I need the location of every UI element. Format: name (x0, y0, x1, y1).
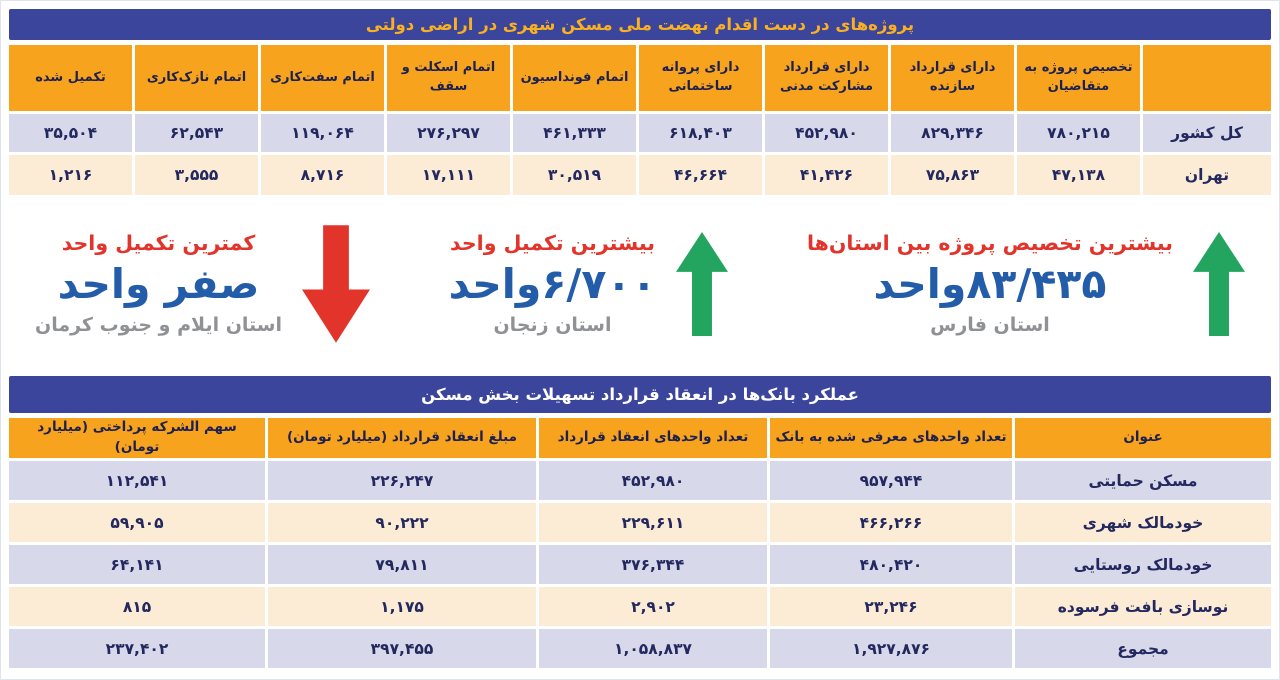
stat-text: کمترین تکمیل واحد صفر واحد استان ایلام و ج… (35, 231, 282, 336)
stat-value: ۶/۷۰۰واحد (448, 259, 657, 308)
bottom-table-title-bar: عملکرد بانک‌ها در انعقاد قرارداد تسهیلات… (9, 376, 1271, 413)
value-cell: ۱۱۹,۰۶۴ (261, 114, 384, 152)
value-cell: ۲۲۹,۶۱۱ (539, 503, 767, 542)
value-cell: ۲۷۶,۲۹۷ (387, 114, 510, 152)
value-cell: ۷۹,۸۱۱ (268, 545, 536, 584)
value-cell: ۳۹۷,۴۵۵ (268, 629, 536, 668)
row-label: تهران (1143, 155, 1271, 195)
up-arrow-icon (676, 230, 729, 338)
value-cell: ۷۸۰,۲۱۵ (1017, 114, 1140, 152)
bottom-table-title: عملکرد بانک‌ها در انعقاد قرارداد تسهیلات… (421, 385, 859, 404)
row-label: نوسازی بافت فرسوده (1015, 587, 1271, 626)
value-cell: ۴۸۰,۴۲۰ (770, 545, 1012, 584)
value-cell: ۳۷۶,۳۴۴ (539, 545, 767, 584)
stat-title: بیشترین تکمیل واحد (450, 230, 655, 255)
column-header (1143, 45, 1271, 111)
value-cell: ۹۰,۲۲۲ (268, 503, 536, 542)
column-header: تکمیل شده (9, 45, 132, 111)
column-header: دارای قرارداد سازنده (891, 45, 1014, 111)
value-cell: ۶۱۸,۴۰۳ (639, 114, 762, 152)
stat-caption: استان ایلام و جنوب کرمان (35, 314, 283, 337)
stat-title: بیشترین تخصیص پروژه بین استان‌ها (806, 230, 1173, 255)
stat-highest-1: بیشترین تکمیل واحد ۶/۷۰۰واحد استان زنجان (449, 230, 729, 338)
value-cell: ۱,۰۵۸,۸۳۷ (539, 629, 767, 668)
row-label: خودمالک شهری (1015, 503, 1271, 542)
stat-value: ۸۳/۴۳۵واحد (873, 259, 1107, 308)
value-cell: ۱۱۲,۵۴۱ (9, 461, 265, 500)
value-cell: ۱,۲۱۶ (9, 155, 132, 195)
row-label: خودمالک روستایی (1015, 545, 1271, 584)
stat-highest-0: بیشترین تخصیص پروژه بین استان‌ها ۸۳/۴۳۵وا… (807, 230, 1245, 338)
bank-column-header: عنوان (1015, 418, 1271, 458)
value-cell: ۷۵,۸۶۳ (891, 155, 1014, 195)
value-cell: ۹۵۷,۹۴۴ (770, 461, 1012, 500)
value-cell: ۲,۹۰۲ (539, 587, 767, 626)
column-header: دارای پروانه ساختمانی (639, 45, 762, 111)
value-cell: ۶۲,۵۴۳ (135, 114, 258, 152)
value-cell: ۴۷,۱۳۸ (1017, 155, 1140, 195)
column-header: اتمام اسکلت و سقف (387, 45, 510, 111)
value-cell: ۴۵۲,۹۸۰ (539, 461, 767, 500)
column-header: تخصیص پروژه به متقاضیان (1017, 45, 1140, 111)
value-cell: ۱,۱۷۵ (268, 587, 536, 626)
column-header: اتمام نازک‌کاری (135, 45, 258, 111)
value-cell: ۶۴,۱۴۱ (9, 545, 265, 584)
up-arrow-icon (1193, 230, 1245, 338)
value-cell: ۴۶,۶۶۴ (639, 155, 762, 195)
value-cell: ۲۲۶,۲۴۷ (268, 461, 536, 500)
value-cell: ۵۹,۹۰۵ (9, 503, 265, 542)
row-label: مجموع (1015, 629, 1271, 668)
value-cell: ۸۲۹,۳۴۶ (891, 114, 1014, 152)
row-label: مسکن حمایتی (1015, 461, 1271, 500)
bank-column-header: تعداد واحدهای انعقاد قرارداد (539, 418, 767, 458)
bank-column-header: تعداد واحدهای معرفی شده به بانک (770, 418, 1012, 458)
column-header: اتمام سفت‌کاری (261, 45, 384, 111)
value-cell: ۲۳۷,۴۰۲ (9, 629, 265, 668)
bank-column-header: سهم الشرکه پرداختی (میلیارد تومان) (9, 418, 265, 458)
row-label: کل کشور (1143, 114, 1271, 152)
highlight-stats-row: بیشترین تخصیص پروژه بین استان‌ها ۸۳/۴۳۵وا… (9, 195, 1271, 376)
value-cell: ۴۵۲,۹۸۰ (765, 114, 888, 152)
stat-text: بیشترین تخصیص پروژه بین استان‌ها ۸۳/۴۳۵وا… (807, 231, 1173, 336)
value-cell: ۴۶۶,۲۶۶ (770, 503, 1012, 542)
value-cell: ۸۱۵ (9, 587, 265, 626)
value-cell: ۳۰,۵۱۹ (513, 155, 636, 195)
value-cell: ۳۵,۵۰۴ (9, 114, 132, 152)
value-cell: ۴۶۱,۳۳۳ (513, 114, 636, 152)
stat-value: صفر واحد (57, 259, 260, 308)
value-cell: ۱,۹۲۷,۸۷۶ (770, 629, 1012, 668)
top-table-title-bar: پروژه‌های در دست اقدام نهضت ملی مسکن شهر… (9, 9, 1271, 40)
top-table-title: پروژه‌های در دست اقدام نهضت ملی مسکن شهر… (365, 15, 915, 34)
stat-lowest-2: کمترین تکمیل واحد صفر واحد استان ایلام و ج… (35, 224, 371, 343)
stat-caption: استان زنجان (493, 314, 612, 337)
value-cell: ۲۳,۲۴۶ (770, 587, 1012, 626)
stat-title: کمترین تکمیل واحد (61, 230, 256, 255)
column-header: اتمام فونداسیون (513, 45, 636, 111)
stat-caption: استان فارس (930, 314, 1050, 337)
bank-column-header: مبلغ انعقاد قرارداد (میلیارد تومان) (268, 418, 536, 458)
national-housing-projects-table: تخصیص پروژه به متقاضیان دارای قرارداد ساز… (9, 45, 1271, 195)
bank-performance-table: عنوان تعداد واحدهای معرفی شده به بانک تعدا… (9, 418, 1271, 668)
column-header: دارای قرارداد مشارکت مدنی (765, 45, 888, 111)
value-cell: ۸,۷۱۶ (261, 155, 384, 195)
down-arrow-icon (302, 224, 371, 343)
value-cell: ۱۷,۱۱۱ (387, 155, 510, 195)
stat-text: بیشترین تکمیل واحد ۶/۷۰۰واحد استان زنجان (449, 231, 657, 336)
value-cell: ۴۱,۴۲۶ (765, 155, 888, 195)
value-cell: ۳,۵۵۵ (135, 155, 258, 195)
